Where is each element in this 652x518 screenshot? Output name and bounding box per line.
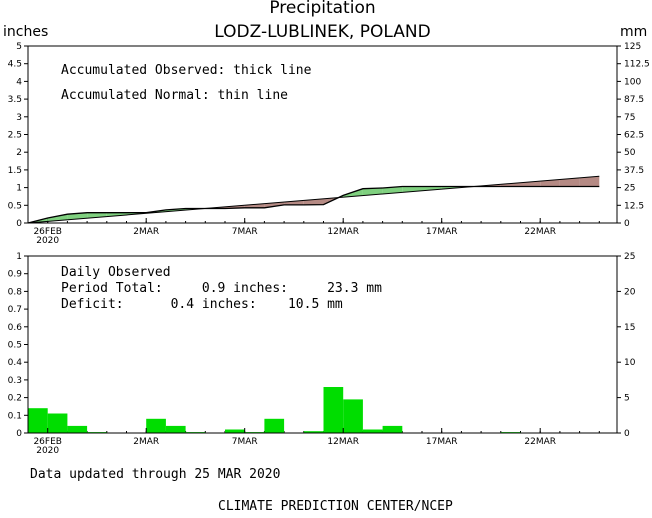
accumulated-x-tick-label: 17MAR (426, 227, 458, 237)
daily-title: Daily Observed (61, 265, 171, 280)
accumulated-right-tick-label: 25 (624, 184, 635, 194)
daily-bar (47, 413, 68, 433)
surplus-area (47, 214, 68, 222)
accumulated-x-tick-label: 22MAR (524, 227, 556, 237)
right-unit-label: mm (620, 24, 648, 40)
accumulated-left-tick-label: 1 (16, 184, 22, 194)
accumulated-right-tick-label: 62.5 (624, 131, 644, 141)
observed-line (27, 185, 600, 224)
daily-left-tick-label: 0.5 (8, 341, 22, 351)
daily-left-tick-label: 0.1 (8, 411, 22, 421)
left-unit-label: inches (3, 24, 49, 40)
daily-frame-overlay (27, 255, 618, 434)
period-total: Period Total: 0.9 inches: 23.3 mm (61, 281, 382, 296)
accumulated-x-tick-label: 12MAR (327, 227, 359, 237)
daily-bar (165, 425, 186, 433)
daily-x-tick-label: 17MAR (426, 437, 458, 447)
accumulated-right-tick-label: 37.5 (624, 166, 644, 176)
daily-left-tick-label: 0.6 (8, 323, 23, 333)
daily-bar (362, 429, 383, 433)
accumulated-left-tick-label: 3 (16, 113, 22, 123)
daily-x-year-label: 2020 (36, 446, 59, 456)
daily-left-tick-label: 0.7 (8, 305, 22, 315)
chart-location: LODZ-LUBLINEK, POLAND (214, 22, 431, 42)
accumulated-left-tick-label: 0 (16, 219, 22, 229)
deficit-area (500, 182, 521, 187)
accumulated-right-tick-label: 87.5 (624, 95, 644, 105)
daily-right-tick-label: 10 (624, 358, 636, 368)
accumulated-right-tick-label: 112.5 (624, 60, 650, 70)
accumulated-left-tick-label: 4 (16, 77, 22, 87)
surplus-area (382, 186, 403, 194)
daily-x-tick-label: 26FEB (33, 437, 62, 447)
daily-left-tick-label: 1 (16, 252, 22, 262)
daily-right-tick-label: 0 (624, 429, 630, 439)
accumulated-right-tick-label: 100 (624, 77, 641, 87)
chart-title: Precipitation (269, 0, 376, 18)
deficit-area (559, 177, 580, 187)
daily-right-tick-label: 25 (624, 252, 635, 262)
daily-bar (67, 425, 88, 433)
accumulated-right-tick-label: 50 (624, 148, 636, 158)
daily-bar (225, 429, 245, 433)
daily-x-tick-label: 2MAR (133, 437, 159, 447)
daily-x-tick-label: 22MAR (524, 437, 556, 447)
daily-left-tick-label: 0.4 (8, 358, 23, 368)
daily-right-tick-label: 15 (624, 323, 635, 333)
daily-bar (343, 399, 363, 433)
deficit-text: Deficit: 0.4 inches: 10.5 mm (61, 297, 343, 312)
credit-line: CLIMATE PREDICTION CENTER/NCEP (218, 499, 453, 514)
daily-bar (28, 408, 48, 433)
surplus-area (106, 212, 127, 217)
legend-normal: Accumulated Normal: thin line (61, 88, 288, 103)
accumulated-right-tick-label: 125 (624, 42, 641, 52)
accumulated-x-tick-label: 2MAR (133, 227, 159, 237)
accumulated-panel: 00.511.522.533.544.55012.52537.55062.575… (8, 42, 650, 246)
accumulated-left-tick-label: 3.5 (8, 95, 22, 105)
accumulated-left-tick-label: 0.5 (8, 201, 22, 211)
deficit-area (540, 179, 560, 187)
surplus-area (362, 188, 383, 196)
deficit-area (579, 176, 600, 187)
daily-panel: 00.10.20.30.40.50.60.70.80.9105101520252… (8, 252, 636, 456)
legend-observed: Accumulated Observed: thick line (61, 63, 312, 78)
accumulated-x-tick-label: 7MAR (232, 227, 258, 237)
accumulated-right-tick-label: 0 (624, 219, 630, 229)
accumulated-left-tick-label: 2.5 (8, 131, 22, 141)
daily-bar (382, 425, 403, 433)
accumulated-left-tick-label: 2 (16, 148, 22, 158)
daily-left-tick-label: 0 (16, 429, 22, 439)
daily-left-tick-label: 0.9 (8, 270, 23, 280)
accumulated-right-tick-label: 12.5 (624, 201, 644, 211)
daily-left-tick-label: 0.2 (8, 394, 22, 404)
daily-x-tick-label: 12MAR (327, 437, 359, 447)
accumulated-left-tick-label: 4.5 (8, 60, 22, 70)
daily-bar (323, 387, 344, 433)
daily-bar (303, 431, 324, 433)
accumulated-x-year-label: 2020 (36, 236, 59, 246)
accumulated-right-tick-label: 75 (624, 113, 635, 123)
data-updated-note: Data updated through 25 MAR 2020 (30, 467, 281, 482)
daily-right-tick-label: 20 (624, 287, 636, 297)
daily-right-tick-label: 5 (624, 394, 630, 404)
surplus-area (422, 186, 442, 191)
deficit-area (284, 200, 304, 205)
accumulated-left-tick-label: 5 (16, 42, 22, 52)
daily-bar (146, 418, 166, 433)
daily-left-tick-label: 0.8 (8, 287, 23, 297)
normal-line (27, 175, 600, 224)
daily-x-tick-label: 7MAR (232, 437, 258, 447)
accumulated-x-tick-label: 26FEB (33, 227, 62, 237)
deficit-area (244, 203, 265, 208)
daily-bar (264, 418, 285, 433)
accumulated-left-tick-label: 1.5 (8, 166, 22, 176)
daily-left-tick-label: 0.3 (8, 376, 22, 386)
